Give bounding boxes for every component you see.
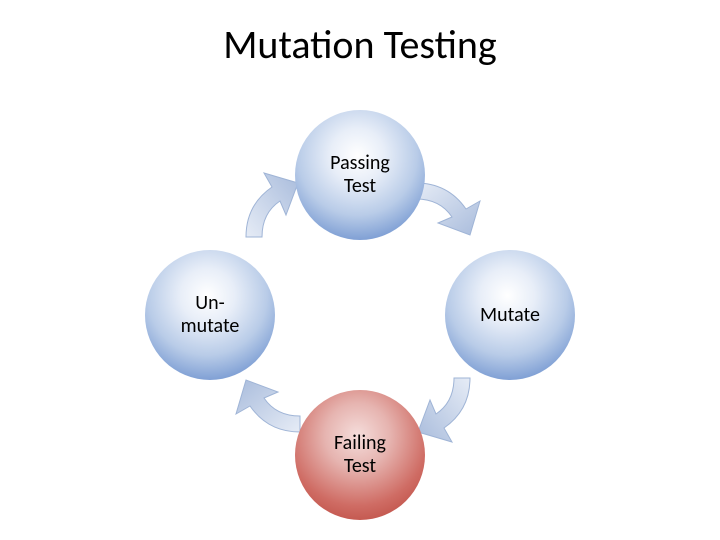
node-unmutate: Un-mutate <box>145 250 275 380</box>
cycle-diagram: PassingTest Mutate FailingTest Un-mutate <box>0 90 720 540</box>
node-label: PassingTest <box>330 152 390 198</box>
node-label: FailingTest <box>334 432 386 478</box>
node-failing-test: FailingTest <box>295 390 425 520</box>
page-title: Mutation Testing <box>0 20 720 69</box>
node-mutate: Mutate <box>445 250 575 380</box>
node-label: Un-mutate <box>181 292 240 338</box>
node-label: Mutate <box>480 304 540 327</box>
node-passing-test: PassingTest <box>295 110 425 240</box>
